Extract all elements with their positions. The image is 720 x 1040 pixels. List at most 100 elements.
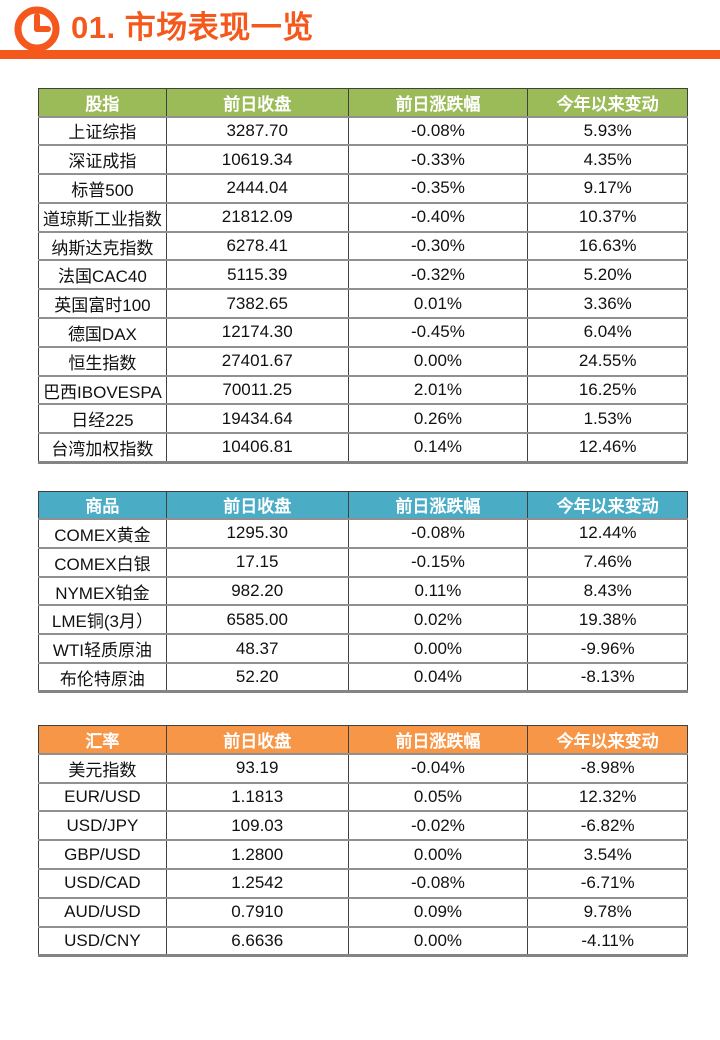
exchange-rates-table: 汇率 前日收盘 前日涨跌幅 今年以来变动 美元指数 93.19 -0.04% -8.98% EU… bbox=[38, 725, 688, 957]
table-cell: -8.98% bbox=[527, 752, 688, 784]
table-cell: 7.46% bbox=[527, 546, 688, 578]
column-header: 前日收盘 bbox=[165, 491, 349, 521]
column-header: 股指 bbox=[38, 88, 167, 118]
table-section-stock-indices: 股指 前日收盘 前日涨跌幅 今年以来变动 上证综指 3287.70 -0.08% 5.93% 深… bbox=[38, 88, 688, 464]
table-cell: 6.6636 bbox=[165, 925, 349, 957]
table-cell: 8.43% bbox=[527, 575, 688, 607]
table-cell: 3287.70 bbox=[165, 115, 349, 147]
table-cell: 6278.41 bbox=[165, 230, 349, 262]
table-cell: 0.05% bbox=[347, 781, 529, 813]
table-cell: 982.20 bbox=[165, 575, 349, 607]
table-cell: 上证综指 bbox=[38, 115, 167, 147]
table-row: GBP/USD 1.2800 0.00% 3.54% bbox=[38, 839, 688, 871]
table-cell: 道琼斯工业指数 bbox=[38, 201, 167, 233]
table-row: 日经225 19434.64 0.26% 1.53% bbox=[38, 403, 688, 435]
table-cell: 52.20 bbox=[165, 662, 349, 693]
table-cell: 0.04% bbox=[347, 662, 529, 693]
table-cell: 93.19 bbox=[165, 752, 349, 784]
table-cell: 标普500 bbox=[38, 173, 167, 204]
table-cell: 16.63% bbox=[527, 230, 688, 262]
table-row: USD/CNY 6.6636 0.00% -4.11% bbox=[38, 925, 688, 957]
table-cell: 0.7910 bbox=[165, 896, 349, 928]
table-row: 法国CAC40 5115.39 -0.32% 5.20% bbox=[38, 259, 688, 291]
table-cell: -9.96% bbox=[527, 633, 688, 665]
table-cell: 纳斯达克指数 bbox=[38, 230, 167, 262]
table-cell: 10406.81 bbox=[165, 432, 349, 464]
table-row: LME铜(3月） 6585.00 0.02% 19.38% bbox=[38, 604, 688, 636]
header-row-stock-indices: 股指 前日收盘 前日涨跌幅 今年以来变动 bbox=[38, 88, 688, 118]
table-row: 布伦特原油 52.20 0.04% -8.13% bbox=[38, 662, 688, 693]
table-cell: -0.08% bbox=[347, 115, 529, 147]
table-row: COMEX白银 17.15 -0.15% 7.46% bbox=[38, 546, 688, 578]
table-cell: -6.82% bbox=[527, 810, 688, 842]
table-cell: 19434.64 bbox=[165, 403, 349, 435]
table-row: EUR/USD 1.1813 0.05% 12.32% bbox=[38, 781, 688, 813]
table-cell: 台湾加权指数 bbox=[38, 432, 167, 464]
table-row: 深证成指 10619.34 -0.33% 4.35% bbox=[38, 144, 688, 176]
table-cell: USD/CAD bbox=[38, 868, 167, 899]
table-cell: 0.02% bbox=[347, 604, 529, 636]
table-cell: -4.11% bbox=[527, 925, 688, 957]
table-cell: -0.40% bbox=[347, 201, 529, 233]
table-cell: COMEX黄金 bbox=[38, 518, 167, 549]
table-cell: 5.20% bbox=[527, 259, 688, 291]
column-header: 汇率 bbox=[38, 725, 167, 755]
table-row: 美元指数 93.19 -0.04% -8.98% bbox=[38, 752, 688, 784]
table-section-exchange-rates: 汇率 前日收盘 前日涨跌幅 今年以来变动 美元指数 93.19 -0.04% -8.98% EU… bbox=[38, 725, 688, 957]
table-cell: 6585.00 bbox=[165, 604, 349, 636]
column-header: 前日收盘 bbox=[165, 88, 349, 118]
table-cell: 1.1813 bbox=[165, 781, 349, 813]
table-cell: USD/CNY bbox=[38, 925, 167, 957]
table-row: 巴西IBOVESPA 70011.25 2.01% 16.25% bbox=[38, 374, 688, 406]
table-row: NYMEX铂金 982.20 0.11% 8.43% bbox=[38, 575, 688, 607]
table-cell: 法国CAC40 bbox=[38, 259, 167, 291]
table-cell: 0.00% bbox=[347, 839, 529, 871]
table-cell: 24.55% bbox=[527, 345, 688, 377]
table-cell: 9.78% bbox=[527, 896, 688, 928]
table-cell: -0.32% bbox=[347, 259, 529, 291]
table-row: 上证综指 3287.70 -0.08% 5.93% bbox=[38, 115, 688, 147]
column-header: 今年以来变动 bbox=[527, 491, 688, 521]
column-header: 前日涨跌幅 bbox=[347, 725, 529, 755]
table-cell: -6.71% bbox=[527, 868, 688, 899]
table-cell: 1.2800 bbox=[165, 839, 349, 871]
table-section-commodities: 商品 前日收盘 前日涨跌幅 今年以来变动 COMEX黄金 1295.30 -0.08% 12.… bbox=[38, 490, 688, 694]
table-cell: -0.04% bbox=[347, 752, 529, 784]
table-cell: 12.46% bbox=[527, 432, 688, 464]
table-cell: 0.00% bbox=[347, 345, 529, 377]
table-cell: 4.35% bbox=[527, 144, 688, 176]
table-cell: 48.37 bbox=[165, 633, 349, 665]
table-cell: 1.53% bbox=[527, 403, 688, 435]
table-cell: 0.01% bbox=[347, 288, 529, 320]
table-cell: 12174.30 bbox=[165, 317, 349, 348]
table-cell: LME铜(3月） bbox=[38, 604, 167, 636]
column-header: 商品 bbox=[38, 491, 167, 521]
table-cell: -0.08% bbox=[347, 868, 529, 899]
table-row: 道琼斯工业指数 21812.09 -0.40% 10.37% bbox=[38, 201, 688, 233]
table-row: 英国富时100 7382.65 0.01% 3.36% bbox=[38, 288, 688, 320]
table-cell: 恒生指数 bbox=[38, 345, 167, 377]
table-cell: 3.36% bbox=[527, 288, 688, 320]
table-cell: 12.44% bbox=[527, 518, 688, 549]
table-cell: 16.25% bbox=[527, 374, 688, 406]
table-cell: NYMEX铂金 bbox=[38, 575, 167, 607]
column-header: 前日涨跌幅 bbox=[347, 491, 529, 521]
table-cell: 0.11% bbox=[347, 575, 529, 607]
table-cell: -0.08% bbox=[347, 518, 529, 549]
table-cell: 0.00% bbox=[347, 633, 529, 665]
column-header: 今年以来变动 bbox=[527, 725, 688, 755]
table-row: 恒生指数 27401.67 0.00% 24.55% bbox=[38, 345, 688, 377]
commodities-table: 商品 前日收盘 前日涨跌幅 今年以来变动 COMEX黄金 1295.30 -0.08% 12.… bbox=[38, 490, 688, 694]
table-cell: 2444.04 bbox=[165, 173, 349, 204]
table-row: 纳斯达克指数 6278.41 -0.30% 16.63% bbox=[38, 230, 688, 262]
header-rule bbox=[0, 50, 720, 59]
table-cell: 日经225 bbox=[38, 403, 167, 435]
table-cell: 英国富时100 bbox=[38, 288, 167, 320]
table-cell: -0.02% bbox=[347, 810, 529, 842]
table-row: 标普500 2444.04 -0.35% 9.17% bbox=[38, 173, 688, 204]
table-cell: 3.54% bbox=[527, 839, 688, 871]
table-cell: GBP/USD bbox=[38, 839, 167, 871]
table-cell: -0.15% bbox=[347, 546, 529, 578]
table-cell: 德国DAX bbox=[38, 317, 167, 348]
table-cell: 美元指数 bbox=[38, 752, 167, 784]
